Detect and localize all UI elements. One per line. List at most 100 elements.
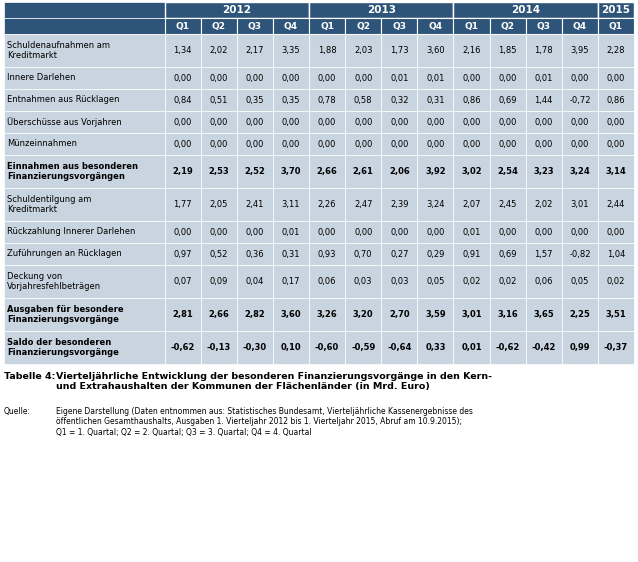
Text: 0,03: 0,03 (354, 277, 373, 286)
Text: 0,35: 0,35 (246, 96, 264, 105)
Bar (165, 2, 309, 18)
Bar (489, 265, 526, 298)
Text: 0,36: 0,36 (246, 250, 264, 259)
Text: Q3: Q3 (537, 21, 551, 30)
Text: 0,00: 0,00 (607, 74, 625, 83)
Text: Q1: Q1 (464, 21, 478, 30)
Text: 2,44: 2,44 (607, 200, 625, 209)
Bar (454, 18, 489, 34)
Bar (489, 243, 526, 265)
Bar (201, 298, 237, 331)
Text: 0,02: 0,02 (463, 277, 480, 286)
Bar (417, 67, 454, 89)
Text: 2,47: 2,47 (354, 200, 373, 209)
Bar (201, 188, 237, 221)
Bar (4, 243, 165, 265)
Text: Q2: Q2 (356, 21, 370, 30)
Text: 0,01: 0,01 (463, 228, 480, 237)
Bar (201, 67, 237, 89)
Bar (309, 298, 345, 331)
Bar (382, 34, 417, 67)
Bar (4, 18, 165, 34)
Bar (345, 18, 382, 34)
Text: 0,86: 0,86 (462, 96, 481, 105)
Text: 0,69: 0,69 (498, 96, 517, 105)
Bar (454, 298, 489, 331)
Text: 0,29: 0,29 (426, 250, 445, 259)
Bar (562, 221, 598, 243)
Bar (273, 188, 309, 221)
Text: 0,00: 0,00 (463, 139, 480, 148)
Bar (165, 133, 201, 155)
Text: 0,52: 0,52 (210, 250, 228, 259)
Text: 0,02: 0,02 (607, 277, 625, 286)
Text: 0,00: 0,00 (390, 228, 408, 237)
Bar (526, 265, 562, 298)
Text: 1,77: 1,77 (174, 200, 192, 209)
Bar (562, 111, 598, 133)
Bar (598, 133, 634, 155)
Bar (598, 331, 634, 364)
Bar (165, 265, 201, 298)
Bar (309, 133, 345, 155)
Text: 0,00: 0,00 (607, 117, 625, 126)
Bar (309, 18, 345, 34)
Bar (598, 243, 634, 265)
Bar (526, 89, 562, 111)
Text: 0,00: 0,00 (246, 117, 264, 126)
Text: 0,35: 0,35 (282, 96, 300, 105)
Bar (345, 243, 382, 265)
Text: -0,62: -0,62 (170, 343, 195, 352)
Text: 0,00: 0,00 (246, 74, 264, 83)
Bar (454, 331, 489, 364)
Bar (489, 188, 526, 221)
Bar (454, 243, 489, 265)
Bar (382, 67, 417, 89)
Text: 2,82: 2,82 (244, 310, 265, 319)
Text: Q1: Q1 (320, 21, 334, 30)
Bar (237, 34, 273, 67)
Text: 3,24: 3,24 (570, 167, 590, 176)
Bar (526, 243, 562, 265)
Text: 0,00: 0,00 (390, 139, 408, 148)
Bar (417, 133, 454, 155)
Bar (165, 221, 201, 243)
Bar (454, 111, 489, 133)
Bar (598, 67, 634, 89)
Bar (237, 265, 273, 298)
Text: Einnahmen aus besonderen
Finanzierungsvorgängen: Einnahmen aus besonderen Finanzierungsvo… (7, 162, 138, 181)
Bar (273, 243, 309, 265)
Bar (273, 34, 309, 67)
Text: 0,00: 0,00 (318, 74, 336, 83)
Bar (562, 34, 598, 67)
Text: 0,00: 0,00 (174, 228, 192, 237)
Bar (526, 298, 562, 331)
Text: -0,13: -0,13 (207, 343, 231, 352)
Bar (165, 18, 201, 34)
Bar (237, 133, 273, 155)
Text: 0,00: 0,00 (535, 117, 553, 126)
Bar (489, 298, 526, 331)
Bar (4, 67, 165, 89)
Text: 1,73: 1,73 (390, 46, 408, 55)
Bar (165, 188, 201, 221)
Bar (562, 243, 598, 265)
Bar (562, 155, 598, 188)
Text: 0,32: 0,32 (390, 96, 408, 105)
Bar (382, 243, 417, 265)
Bar (201, 34, 237, 67)
Text: 3,60: 3,60 (281, 310, 301, 319)
Text: 0,00: 0,00 (498, 117, 517, 126)
Bar (562, 265, 598, 298)
Text: 3,35: 3,35 (282, 46, 300, 55)
Text: 0,04: 0,04 (246, 277, 264, 286)
Text: 0,33: 0,33 (425, 343, 446, 352)
Bar (382, 188, 417, 221)
Bar (4, 265, 165, 298)
Bar (562, 133, 598, 155)
Text: 0,84: 0,84 (174, 96, 192, 105)
Bar (273, 331, 309, 364)
Text: 0,70: 0,70 (354, 250, 373, 259)
Text: 0,05: 0,05 (570, 277, 589, 286)
Bar (201, 243, 237, 265)
